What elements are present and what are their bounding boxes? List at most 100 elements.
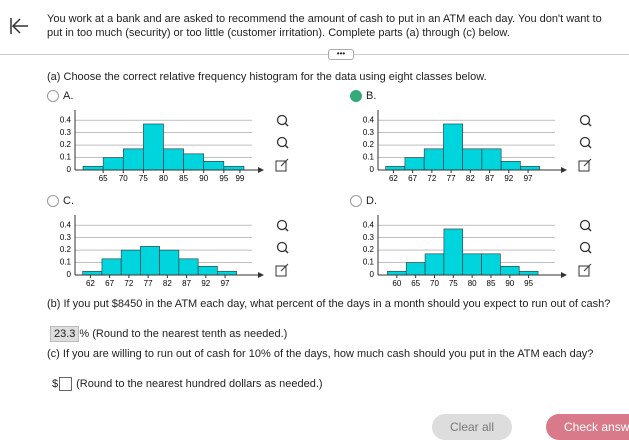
x-tick-label: 97	[221, 279, 230, 288]
handle	[284, 144, 289, 149]
part-c-answer-row: $ (Round to the nearest hundred dollars a…	[52, 377, 323, 391]
lens	[276, 114, 288, 126]
x-tick-label: 67	[105, 279, 114, 288]
y-tick-label: 0.1	[60, 153, 72, 162]
x-tick-label: 87	[485, 174, 494, 183]
bar	[203, 160, 225, 171]
x-tick-label: 77	[144, 279, 153, 288]
divider	[0, 54, 629, 55]
radio[interactable]	[47, 90, 59, 103]
x-tick-label: 85	[487, 279, 496, 288]
option-label[interactable]: B.	[350, 90, 376, 103]
y-tick-label: 0	[67, 165, 72, 174]
x-tick-label: 92	[201, 279, 210, 288]
option-label[interactable]: A.	[47, 90, 74, 103]
y-tick-label: 0.4	[363, 115, 375, 124]
x-tick-label: 62	[389, 174, 398, 183]
x-tick-label: 72	[427, 174, 436, 183]
zoom-icon[interactable]	[579, 219, 592, 232]
histogram: 0 0.1 0.2 0.3 0.4 62 67 72 77 82 87 92 97	[363, 110, 592, 183]
arrow	[280, 158, 289, 167]
lens	[579, 219, 591, 231]
handle	[284, 122, 289, 127]
y-tick-label: 0.2	[60, 140, 72, 149]
radio[interactable]	[47, 195, 59, 208]
x-tick-label: 72	[124, 279, 133, 288]
prefix: $	[52, 377, 59, 390]
y-tick-label: 0.3	[60, 128, 72, 137]
answer-box[interactable]: 23.3	[50, 326, 80, 342]
zoom-icon[interactable]	[276, 241, 289, 254]
more-button[interactable]: •••	[328, 49, 354, 60]
check-button[interactable]: Check answer	[546, 414, 629, 440]
x-tick-label: 70	[430, 279, 439, 288]
bar	[462, 253, 482, 276]
bar	[163, 148, 184, 171]
part-c-prompt: (c) If you are willing to run out of cas…	[47, 348, 594, 360]
clear-button[interactable]: Clear all	[432, 414, 513, 440]
header-text: You work at a bank and are asked to reco…	[47, 13, 602, 39]
handle	[587, 249, 592, 254]
zoom-icon[interactable]	[579, 241, 592, 254]
y-tick-label: 0.1	[60, 258, 72, 267]
bar	[82, 165, 104, 171]
expand-icon[interactable]	[578, 263, 592, 277]
y-tick-label: 0.4	[60, 115, 72, 124]
option-label[interactable]: C.	[47, 195, 74, 208]
part-b-answer-row: 23.3% (Round to the nearest tenth as nee…	[50, 326, 287, 342]
x-tick-label: 70	[119, 174, 128, 183]
axis-arrow	[258, 272, 264, 278]
box	[275, 160, 287, 172]
bar	[424, 253, 445, 276]
bar	[481, 148, 502, 171]
zoom-icon[interactable]	[579, 114, 592, 127]
x-tick-label: 77	[447, 174, 456, 183]
x-tick-label: 82	[466, 174, 475, 183]
zoom-icon[interactable]	[579, 136, 592, 149]
lens	[579, 136, 591, 148]
box	[275, 265, 287, 277]
option-label[interactable]: D.	[350, 195, 377, 208]
x-tick-label: 99	[235, 174, 244, 183]
bar	[404, 157, 425, 171]
x-tick-label: 82	[163, 279, 172, 288]
bar	[443, 228, 464, 276]
bar	[159, 249, 180, 276]
y-tick-label: 0	[67, 270, 72, 279]
bar	[387, 270, 407, 276]
zoom-icon[interactable]	[276, 219, 289, 232]
radio[interactable]	[350, 90, 362, 103]
input-box[interactable]	[59, 377, 73, 391]
y-tick-label: 0.2	[60, 245, 72, 254]
bar	[500, 265, 520, 276]
zoom-icon[interactable]	[276, 136, 289, 149]
handle	[284, 227, 289, 232]
y-tick-label: 0.4	[363, 220, 375, 229]
bar	[462, 148, 483, 171]
histogram: 0 0.1 0.2 0.3 0.4 60 65 70 75 80 85 90 95	[363, 215, 592, 288]
expand-icon[interactable]	[275, 263, 289, 277]
x-tick-label: 90	[199, 174, 208, 183]
arrow	[280, 263, 289, 272]
arrow	[583, 263, 592, 272]
radio[interactable]	[350, 195, 362, 208]
expand-icon[interactable]	[578, 158, 592, 172]
bar	[183, 153, 205, 171]
y-tick-label: 0.3	[363, 128, 375, 137]
x-tick-label: 95	[524, 279, 533, 288]
bar	[423, 148, 444, 171]
x-tick-label: 60	[392, 279, 401, 288]
y-tick-label: 0.4	[60, 220, 72, 229]
back-arrow[interactable]	[8, 16, 30, 36]
zoom-icon[interactable]	[276, 114, 289, 127]
x-tick-label: 80	[468, 279, 477, 288]
lens	[579, 241, 591, 253]
x-tick-label: 65	[411, 279, 420, 288]
histogram: 0 0.1 0.2 0.3 0.4 62 67 72 77 82 87 92 97	[60, 215, 289, 288]
handle	[587, 122, 592, 127]
histogram: 0 0.1 0.2 0.3 0.4 65 70 75 80 85 90 95 99	[60, 110, 289, 183]
expand-icon[interactable]	[275, 158, 289, 172]
box	[578, 160, 590, 172]
option-letter: A.	[63, 90, 74, 102]
handle	[587, 227, 592, 232]
